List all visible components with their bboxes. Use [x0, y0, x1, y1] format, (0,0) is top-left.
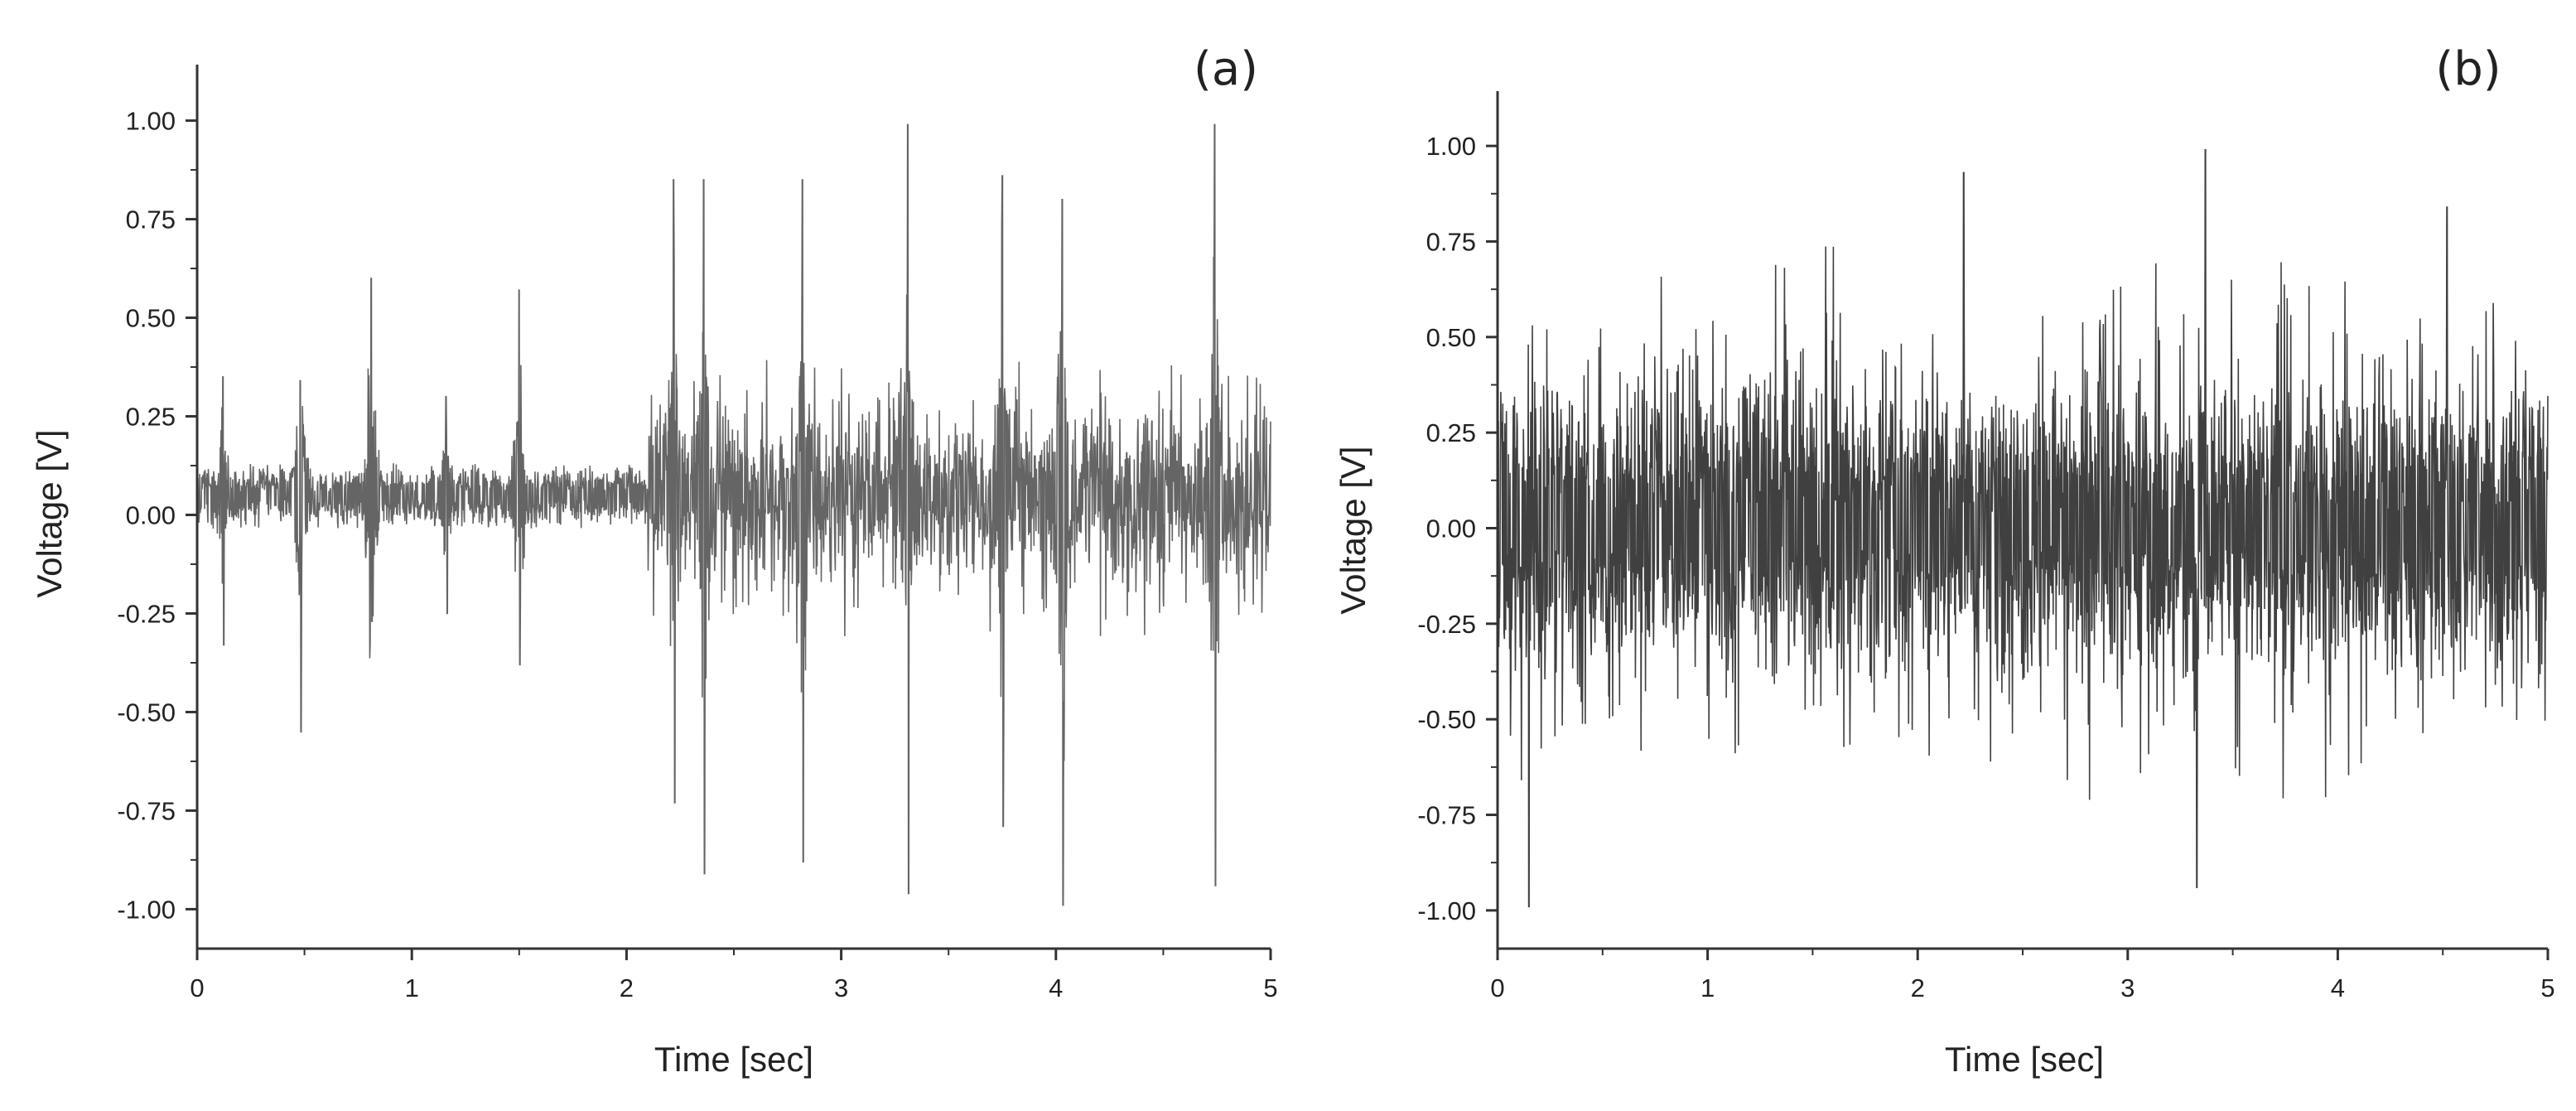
y-tick-label-b: 1.00: [1426, 132, 1476, 161]
y-tick-label-b: -1.00: [1417, 896, 1476, 925]
y-tick-label-a: 0.00: [126, 501, 176, 530]
y-tick-label-a: -0.25: [117, 599, 176, 628]
panel-label-a: (a): [1194, 42, 1258, 96]
chart-a-svg: -1.00 -0.75 -0.50 -0.25 0.00 0.25 0.50 0.75 1.00…: [30, 42, 1278, 1079]
y-axis-title-a: Voltage [V]: [30, 429, 69, 597]
chart-b-plot: -1.00 -0.75 -0.50 -0.25 0.00 0.25 0.50 0.75 1.00…: [1417, 91, 2555, 1002]
signal-line-b: [1497, 149, 2549, 908]
chart-b-svg: -1.00 -0.75 -0.50 -0.25 0.00 0.25 0.50 0.75 1.00…: [1334, 42, 2555, 1079]
x-tick-label-a: 0: [190, 973, 204, 1002]
y-tick-label-a: 0.25: [126, 403, 176, 432]
x-tick-label-b: 4: [2331, 973, 2345, 1002]
y-tick-label-a: 1.00: [126, 107, 176, 136]
x-axis-title-a: Time [sec]: [654, 1040, 813, 1079]
y-tick-label-b: 0.50: [1426, 323, 1476, 352]
x-tick-label-a: 4: [1049, 973, 1063, 1002]
x-tick-label-b: 0: [1490, 973, 1504, 1002]
x-tick-label-a: 1: [405, 973, 419, 1002]
chart-panel-a: -1.00 -0.75 -0.50 -0.25 0.00 0.25 0.50 0.75 1.00…: [30, 42, 1278, 1079]
chart-panel-b: -1.00 -0.75 -0.50 -0.25 0.00 0.25 0.50 0.75 1.00…: [1292, 0, 2576, 1111]
y-tick-label-a: -0.50: [117, 698, 176, 727]
x-tick-label-b: 1: [1700, 973, 1715, 1002]
y-tick-label-a: 0.75: [126, 205, 176, 234]
chart-a-plot: -1.00 -0.75 -0.50 -0.25 0.00 0.25 0.50 0.75 1.00…: [117, 65, 1278, 1002]
x-tick-label-a: 5: [1263, 973, 1277, 1002]
x-tick-label-b: 5: [2540, 973, 2554, 1002]
y-tick-label-b: -0.25: [1417, 610, 1476, 639]
y-tick-label-b: -0.50: [1417, 705, 1476, 734]
x-tick-label-b: 2: [1911, 973, 1925, 1002]
signal-line-a: [196, 123, 1271, 906]
y-tick-label-b: -0.75: [1417, 801, 1476, 830]
y-tick-label-a: 0.50: [126, 304, 176, 333]
x-tick-label-a: 3: [834, 973, 848, 1002]
y-tick-label-b: 0.00: [1426, 514, 1476, 543]
y-tick-label-a: -0.75: [117, 796, 176, 825]
y-tick-label-b: 0.25: [1426, 418, 1476, 447]
x-tick-label-b: 3: [2120, 973, 2135, 1002]
x-tick-label-a: 2: [620, 973, 634, 1002]
y-tick-label-a: -1.00: [117, 895, 176, 924]
panel-label-b: (b): [2435, 42, 2501, 96]
y-axis-title-b: Voltage [V]: [1334, 446, 1372, 614]
y-tick-label-b: 0.75: [1426, 227, 1476, 256]
x-axis-title-b: Time [sec]: [1945, 1040, 2104, 1079]
